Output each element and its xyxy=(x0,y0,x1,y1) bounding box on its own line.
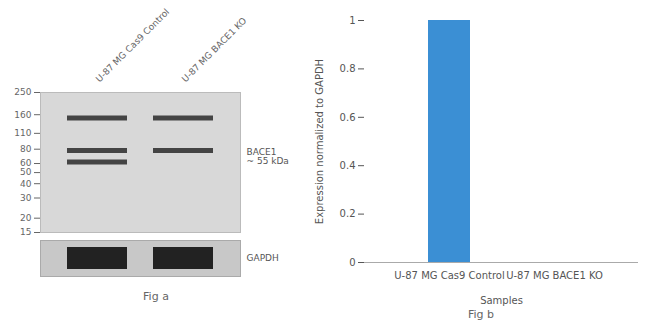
svg-text:250: 250 xyxy=(14,87,31,97)
svg-text:Expression normalized to GAPDH: Expression normalized to GAPDH xyxy=(314,59,325,224)
svg-text:GAPDH: GAPDH xyxy=(247,253,279,263)
svg-text:30: 30 xyxy=(20,193,32,203)
svg-text:U-87 MG BACE1 KO: U-87 MG BACE1 KO xyxy=(180,16,249,85)
svg-text:0.2: 0.2 xyxy=(340,208,356,219)
svg-text:15: 15 xyxy=(20,227,31,236)
svg-text:0: 0 xyxy=(349,257,355,268)
svg-text:U-87 MG Cas9 Control: U-87 MG Cas9 Control xyxy=(394,270,504,281)
svg-text:Samples: Samples xyxy=(480,295,523,306)
svg-text:50: 50 xyxy=(20,167,32,177)
svg-text:110: 110 xyxy=(14,128,31,138)
svg-text:1: 1 xyxy=(349,15,355,26)
svg-text:BACE1~ 55 kDa: BACE1~ 55 kDa xyxy=(247,147,289,166)
svg-text:U-87 MG Cas9 Control: U-87 MG Cas9 Control xyxy=(94,7,171,84)
svg-text:U-87 MG BACE1 KO: U-87 MG BACE1 KO xyxy=(506,270,603,281)
svg-text:160: 160 xyxy=(14,110,31,120)
svg-text:80: 80 xyxy=(20,144,32,154)
html-text:Fig a: Fig a xyxy=(143,290,169,303)
svg-text:40: 40 xyxy=(20,179,32,189)
svg-text:0.6: 0.6 xyxy=(340,112,356,123)
svg-text:0.4: 0.4 xyxy=(340,160,356,171)
svg-text:0.8: 0.8 xyxy=(340,63,356,74)
svg-text:20: 20 xyxy=(20,213,32,223)
html-text:Fig b: Fig b xyxy=(468,308,494,321)
svg-text:60: 60 xyxy=(20,158,32,169)
